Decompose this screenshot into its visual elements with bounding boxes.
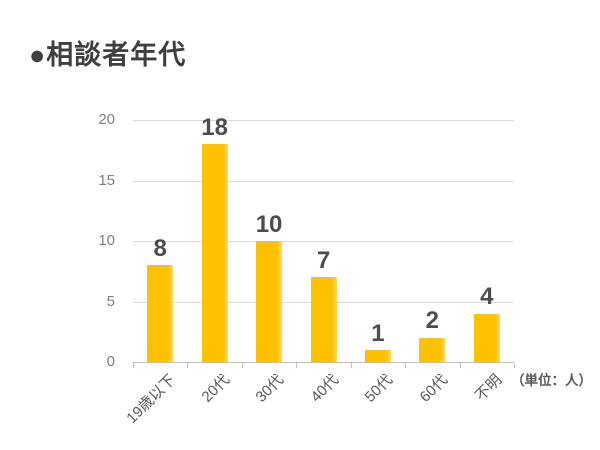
bar-不明[interactable] [473, 313, 500, 362]
plot-area: 8 18 10 7 1 2 4 [133, 114, 514, 363]
x-tick-label-50代: 50代 [361, 371, 397, 406]
y-tick-label-5: 5 [106, 292, 115, 310]
x-axis-tick [350, 363, 352, 368]
x-tick-label-60代: 60代 [416, 371, 451, 406]
x-axis-tick [405, 363, 407, 368]
data-label-60代: 2 [425, 307, 440, 335]
x-axis-tick [241, 363, 243, 368]
x-tick-label-40代: 40代 [307, 371, 342, 406]
x-tick-label-不明: 不明 [471, 371, 506, 405]
data-label-50代: 1 [371, 319, 385, 347]
x-axis-tick [133, 363, 134, 368]
bar-40代[interactable] [310, 277, 337, 362]
x-tick-label-20代: 20代 [198, 371, 233, 406]
data-label-不明: 4 [480, 283, 494, 311]
data-label-30代: 10 [255, 210, 283, 238]
gridline-15 [133, 180, 514, 182]
x-axis-tick [187, 363, 189, 368]
bar-60代[interactable] [419, 337, 446, 362]
chart-title: ●相談者年代 [29, 40, 187, 70]
bar-50代[interactable] [364, 349, 391, 362]
x-axis-tick [459, 363, 461, 368]
y-tick-label-15: 15 [98, 171, 115, 189]
data-label-40代: 7 [316, 246, 331, 274]
gridline-20 [133, 120, 514, 121]
bar-19歳以下[interactable] [147, 265, 174, 362]
gridline-10 [133, 241, 514, 242]
data-label-19歳以下: 8 [153, 234, 167, 262]
x-tick-label-30代: 30代 [252, 371, 288, 406]
y-tick-label-0: 0 [106, 353, 115, 370]
data-label-20代: 18 [201, 113, 228, 141]
x-axis-tick [514, 363, 515, 368]
y-tick-label-20: 20 [98, 111, 115, 128]
bar-20代[interactable] [201, 144, 228, 362]
x-axis-tick [296, 363, 298, 368]
x-tick-label-19歳以下: 19歳以下 [122, 371, 179, 427]
bar-30代[interactable] [256, 241, 283, 362]
unit-note: （単位：人） [511, 373, 592, 388]
y-tick-label-10: 10 [98, 232, 115, 249]
